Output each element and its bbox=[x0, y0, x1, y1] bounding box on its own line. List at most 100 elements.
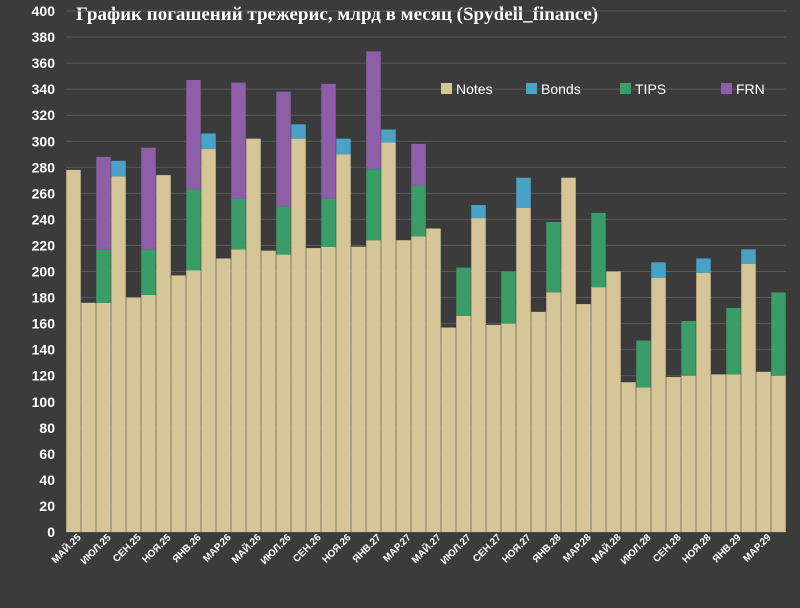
y-tick-label: 80 bbox=[39, 420, 55, 436]
bar-segment-notes bbox=[636, 387, 651, 532]
x-tick-label: ИЮЛ.25 bbox=[79, 532, 114, 567]
bar-segment-notes bbox=[351, 246, 366, 532]
bar-segment-notes bbox=[246, 138, 261, 532]
bar-segment-notes bbox=[291, 138, 306, 532]
bar-segment-bonds bbox=[381, 129, 396, 143]
bar-segment-bonds bbox=[516, 177, 531, 208]
bar-segment-bonds bbox=[336, 138, 351, 155]
bar-segment-notes bbox=[261, 250, 276, 532]
y-tick-label: 40 bbox=[39, 472, 55, 488]
bar-segment-notes bbox=[516, 207, 531, 533]
bar-segment-tips bbox=[321, 198, 336, 247]
bar-segment-tips bbox=[141, 249, 156, 295]
bar-segment-tips bbox=[546, 222, 561, 293]
bar-segment-tips bbox=[681, 320, 696, 376]
bar-segment-notes bbox=[486, 324, 501, 532]
x-tick-label: ИЮЛ.27 bbox=[439, 532, 474, 567]
bar-segment-bonds bbox=[696, 258, 711, 273]
bar-segment-bonds bbox=[471, 205, 486, 219]
y-tick-label: 200 bbox=[32, 264, 56, 280]
y-tick-label: 280 bbox=[32, 159, 56, 175]
bar-segment-notes bbox=[96, 302, 111, 532]
bar-segment-tips bbox=[726, 307, 741, 375]
x-tick-label: ЯНВ.29 bbox=[711, 532, 744, 565]
bar-segment-frn bbox=[96, 156, 111, 250]
bar-segment-frn bbox=[321, 83, 336, 199]
x-tick-label: ЯНВ.28 bbox=[531, 532, 564, 565]
bar-segment-bonds bbox=[111, 160, 126, 177]
x-tick-label: ИЮЛ.28 bbox=[619, 532, 654, 567]
bar-segment-tips bbox=[186, 189, 201, 271]
bar-segment-notes bbox=[366, 240, 381, 533]
y-tick-label: 240 bbox=[32, 211, 56, 227]
y-tick-label: 400 bbox=[32, 3, 56, 19]
bar-segment-notes bbox=[591, 287, 606, 532]
x-tick-label: СЕН.25 bbox=[111, 532, 144, 565]
bar-segment-notes bbox=[621, 382, 636, 532]
bar-segment-bonds bbox=[741, 249, 756, 264]
legend-label-bonds: Bonds bbox=[541, 81, 581, 97]
bar-segment-frn bbox=[411, 143, 426, 186]
bar-segment-notes bbox=[561, 177, 576, 532]
bar-segment-notes bbox=[381, 142, 396, 533]
y-tick-label: 100 bbox=[32, 394, 56, 410]
y-tick-label: 120 bbox=[32, 368, 56, 384]
bar-segment-notes bbox=[111, 176, 126, 533]
x-tick-label: МАР.29 bbox=[741, 532, 774, 565]
bar-segment-notes bbox=[606, 271, 621, 532]
bar-segment-notes bbox=[231, 249, 246, 533]
x-tick-label: СЕН.28 bbox=[651, 532, 684, 565]
legend: Notes Bonds TIPS FRN bbox=[441, 81, 765, 97]
bar-segment-bonds bbox=[651, 262, 666, 279]
bar-segment-notes bbox=[546, 292, 561, 532]
x-tick-label: НОЯ.28 bbox=[680, 532, 714, 566]
bar-segment-tips bbox=[276, 206, 291, 255]
gridlines bbox=[66, 10, 786, 533]
y-tick-label: 380 bbox=[32, 29, 56, 45]
bar-segment-notes bbox=[696, 272, 711, 532]
bar-segment-frn bbox=[276, 91, 291, 207]
bar-segment-notes bbox=[681, 375, 696, 532]
bar-segment-tips bbox=[636, 340, 651, 388]
bar-segment-notes bbox=[666, 377, 681, 532]
bar-segment-notes bbox=[216, 258, 231, 532]
x-tick-label: ЯНВ.26 bbox=[171, 532, 204, 565]
y-tick-label: 140 bbox=[32, 342, 56, 358]
bar-segment-notes bbox=[141, 294, 156, 532]
legend-swatch-bonds bbox=[526, 83, 537, 94]
x-tick-label: МАЙ.28 bbox=[589, 531, 624, 566]
x-axis: МАЙ.25ИЮЛ.25СЕН.25НОЯ.25ЯНВ.26МАР.26МАЙ.… bbox=[49, 531, 774, 567]
bar-segment-notes bbox=[186, 270, 201, 532]
x-tick-label: ИЮЛ.26 bbox=[259, 532, 294, 567]
y-tick-label: 220 bbox=[32, 237, 56, 253]
bar-segment-notes bbox=[306, 248, 321, 532]
bar-segment-notes bbox=[531, 311, 546, 532]
bar-segment-bonds bbox=[201, 133, 216, 150]
bar-segment-notes bbox=[456, 315, 471, 532]
legend-label-notes: Notes bbox=[456, 81, 493, 97]
y-tick-label: 0 bbox=[47, 524, 55, 540]
bar-segment-notes bbox=[576, 304, 591, 532]
bar-segment-notes bbox=[276, 254, 291, 532]
y-tick-label: 60 bbox=[39, 446, 55, 462]
bar-segment-notes bbox=[171, 275, 186, 532]
y-tick-label: 180 bbox=[32, 290, 56, 306]
bar-segment-notes bbox=[336, 154, 351, 532]
x-tick-label: НОЯ.26 bbox=[320, 532, 354, 566]
y-tick-label: 260 bbox=[32, 185, 56, 201]
bar-segment-notes bbox=[396, 240, 411, 533]
legend-swatch-notes bbox=[441, 83, 452, 94]
x-tick-label: МАЙ.26 bbox=[229, 531, 264, 566]
bar-segment-tips bbox=[96, 249, 111, 303]
bar-segment-notes bbox=[156, 175, 171, 533]
y-tick-label: 360 bbox=[32, 55, 56, 71]
bar-segment-notes bbox=[81, 302, 96, 532]
bar-segment-notes bbox=[201, 149, 216, 532]
y-tick-label: 20 bbox=[39, 498, 55, 514]
x-tick-label: СЕН.26 bbox=[291, 532, 324, 565]
legend-swatch-frn bbox=[721, 83, 732, 94]
bar-segment-notes bbox=[126, 297, 141, 532]
bar-segment-tips bbox=[456, 267, 471, 316]
y-tick-label: 320 bbox=[32, 107, 56, 123]
